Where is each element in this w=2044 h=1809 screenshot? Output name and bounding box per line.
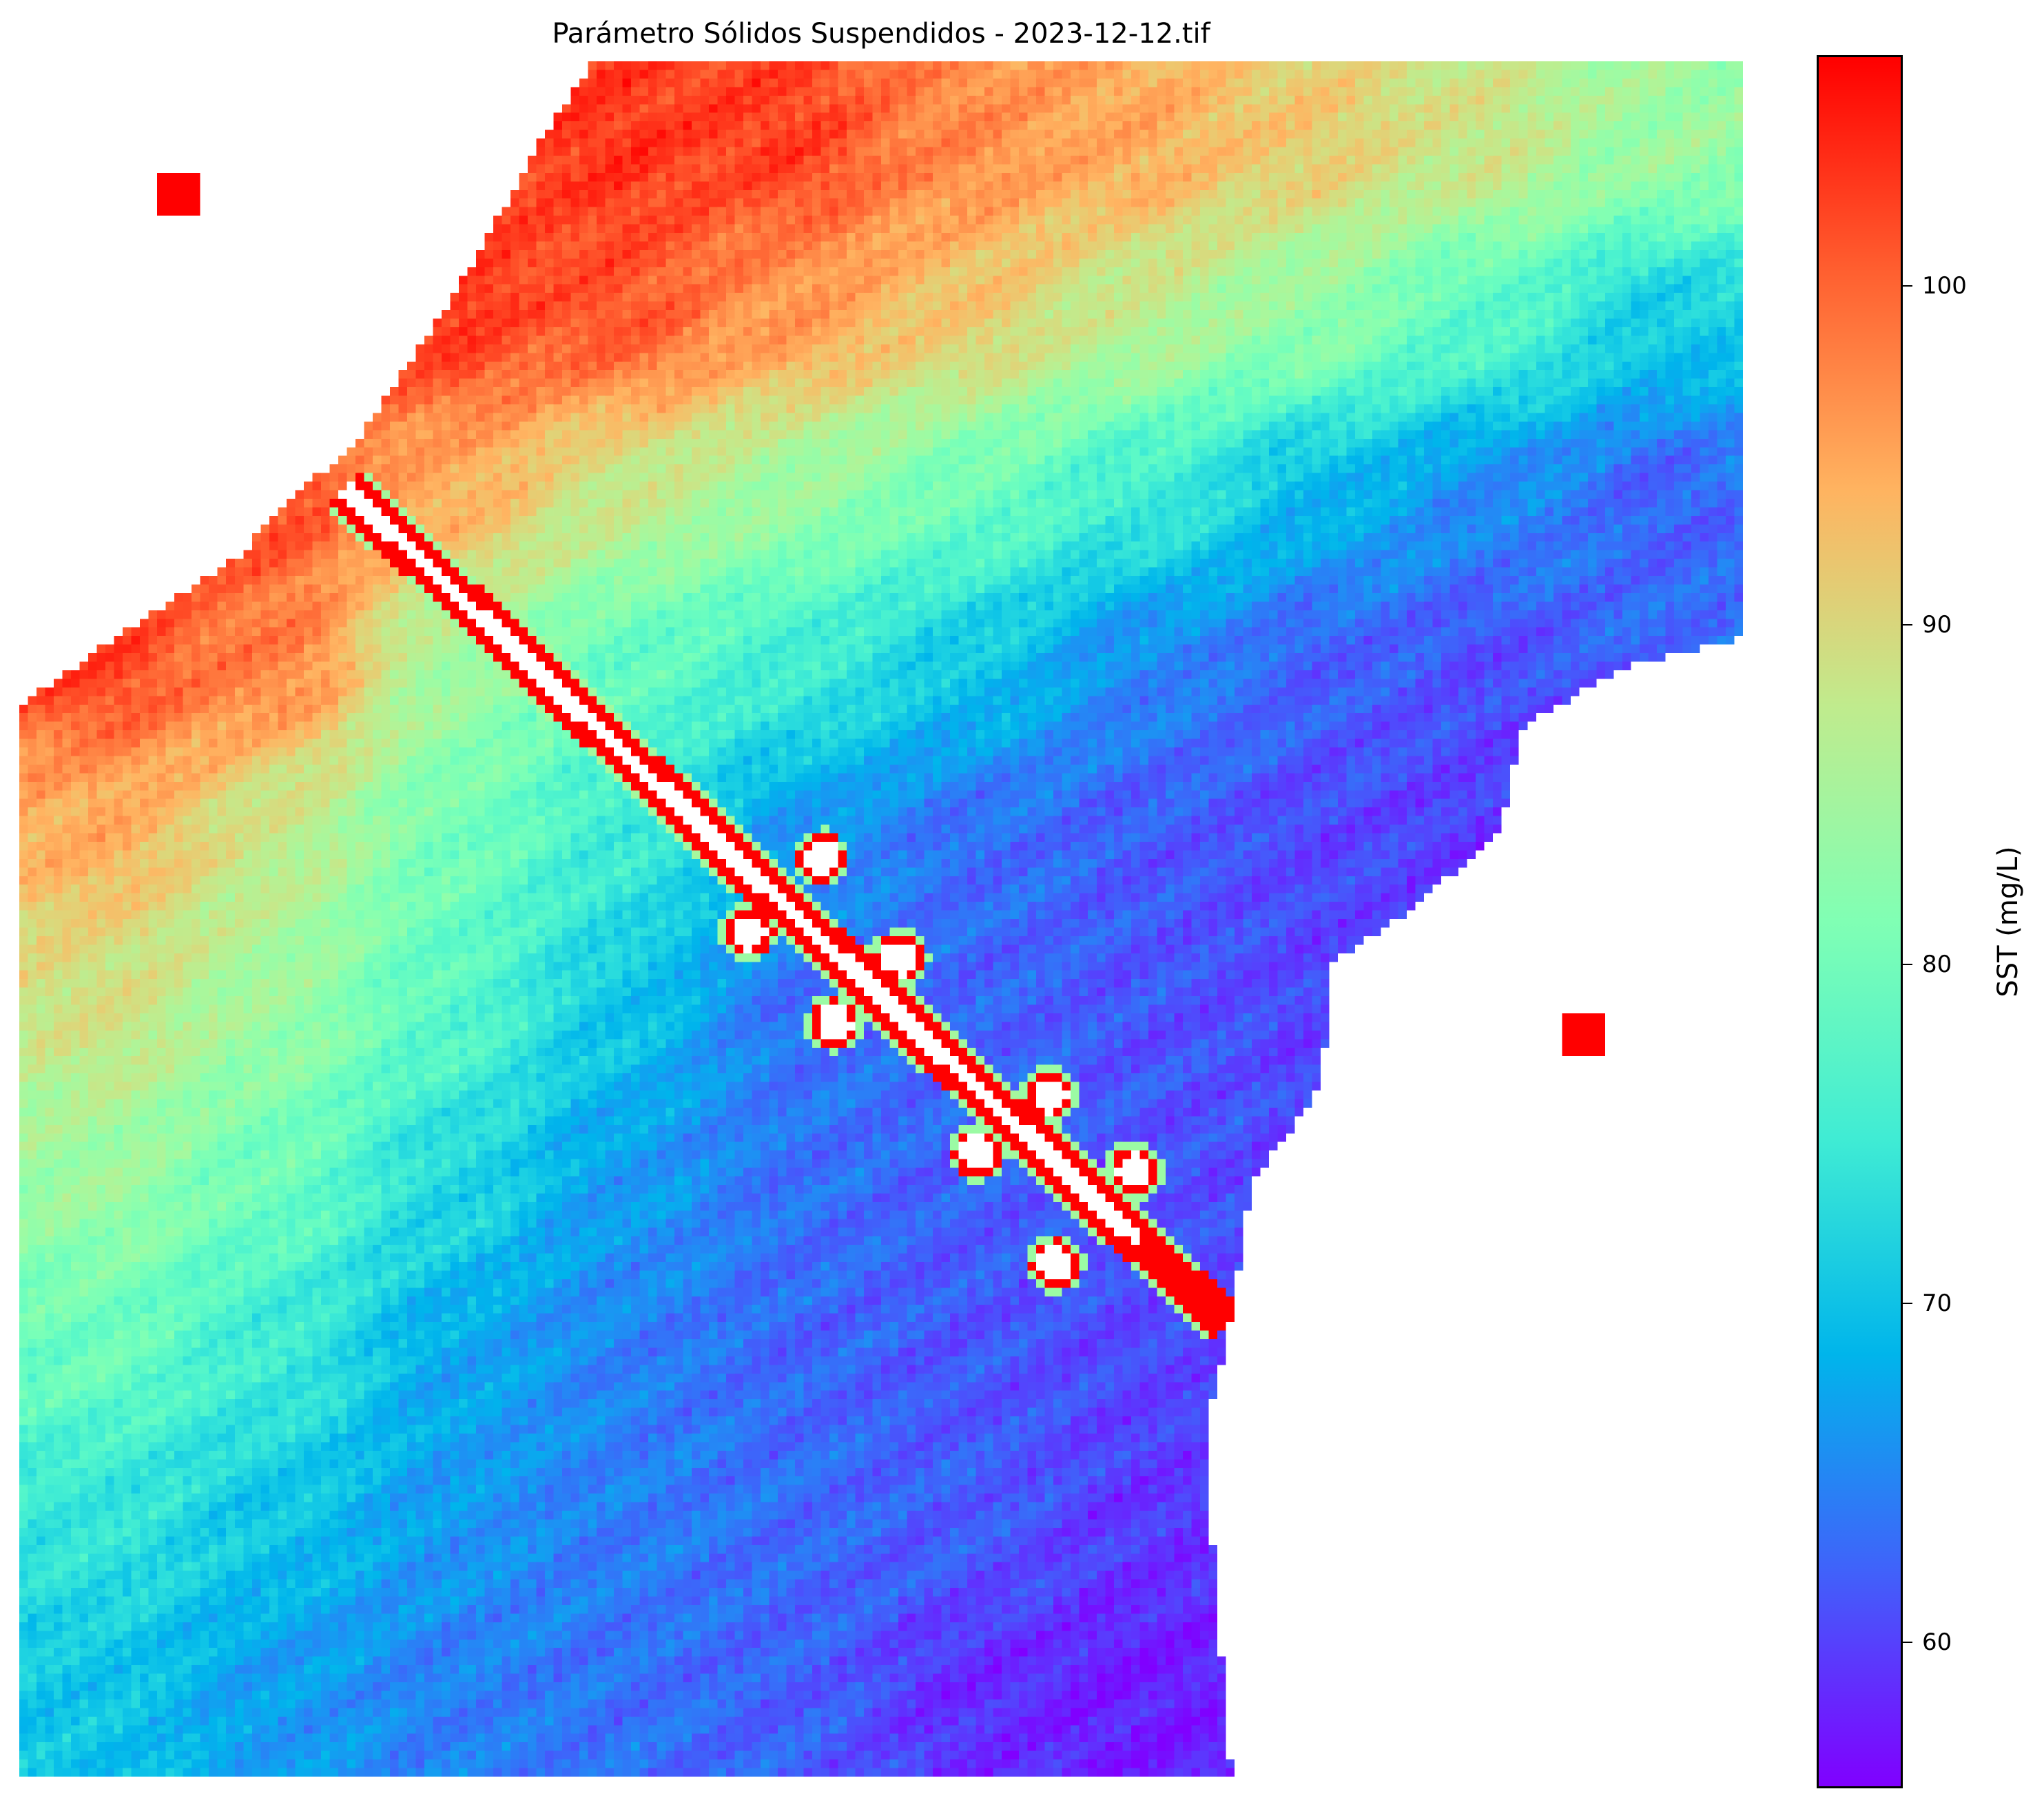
colorbar-tick [1903,624,1912,626]
colorbar-tick-label: 100 [1922,272,1967,300]
colorbar-tick-label: 90 [1922,611,1952,639]
colorbar-tick-label: 80 [1922,951,1952,978]
colorbar-tick [1903,1303,1912,1304]
colorbar-tick [1903,285,1912,287]
colorbar-tick [1903,964,1912,965]
colorbar [1817,55,1903,1788]
colorbar-label: SST (mg/L) [1992,846,2024,997]
colorbar-tick [1903,1642,1912,1643]
colorbar-tick-label: 70 [1922,1290,1952,1317]
colorbar-tick-label: 60 [1922,1629,1952,1656]
heatmap-raster [19,61,1743,1777]
chart-title: Parámetro Sólidos Suspendidos - 2023-12-… [19,18,1743,50]
